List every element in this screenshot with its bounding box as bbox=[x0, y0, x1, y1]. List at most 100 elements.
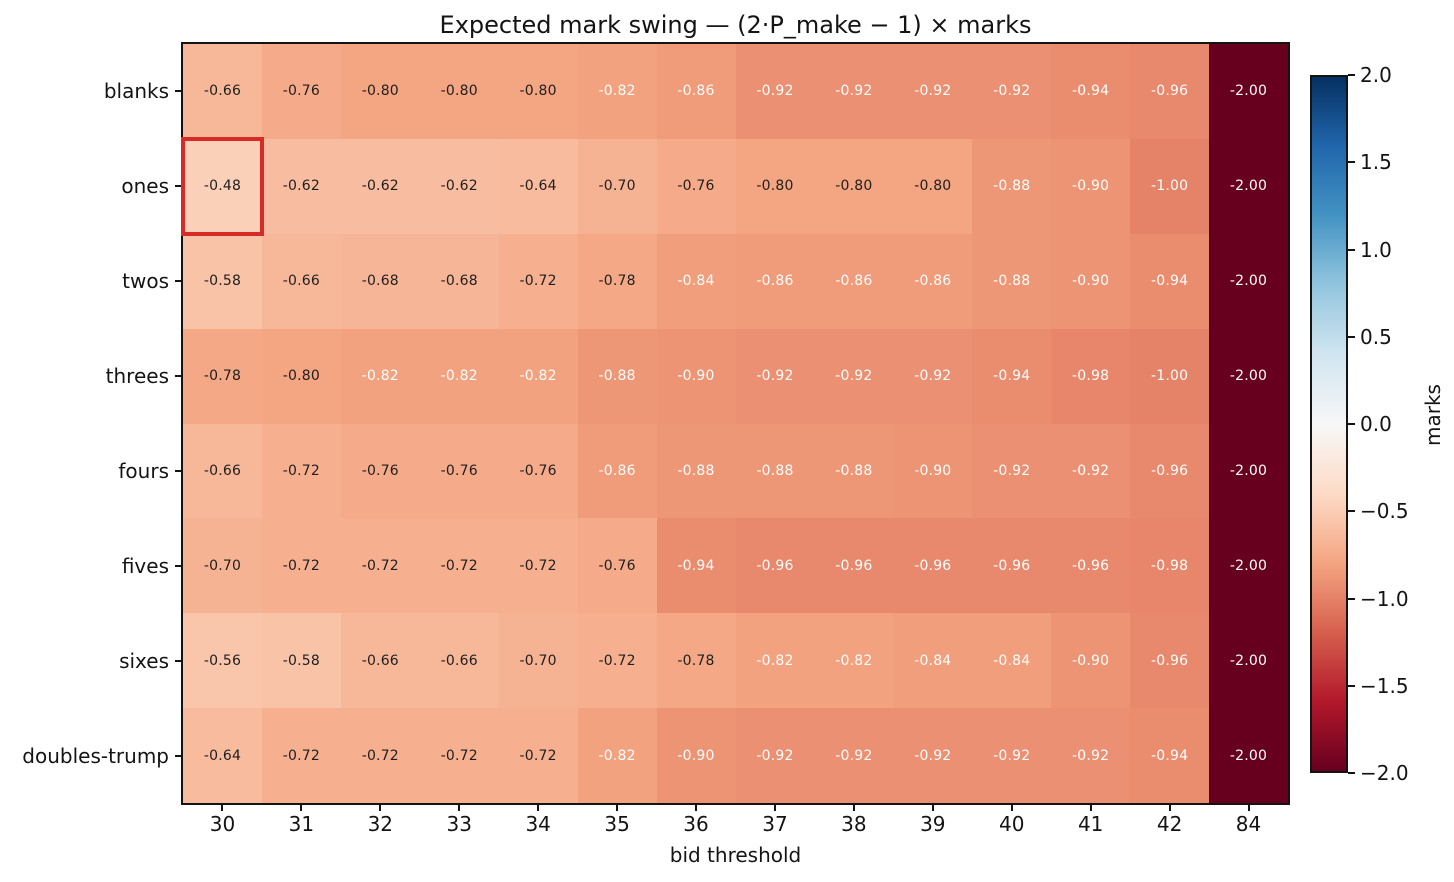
heatmap-cell: -0.76 bbox=[261, 44, 341, 139]
colorbar-label: marks bbox=[1421, 384, 1445, 446]
heatmap-cell: -0.80 bbox=[419, 44, 499, 139]
y-tick bbox=[175, 185, 182, 188]
y-tick bbox=[175, 469, 182, 472]
heatmap-cell: -0.94 bbox=[1130, 233, 1210, 329]
heatmap-cell: -0.68 bbox=[340, 233, 420, 329]
heatmap-cell: -0.58 bbox=[183, 233, 262, 329]
y-tick-label: fours bbox=[118, 458, 169, 483]
heatmap-cell: -0.92 bbox=[735, 44, 815, 139]
heatmap-cell: -2.00 bbox=[1209, 138, 1288, 234]
heatmap-cell: -0.84 bbox=[656, 233, 736, 329]
heatmap-cell: -0.72 bbox=[261, 518, 341, 614]
heatmap-cell: -0.76 bbox=[656, 138, 736, 234]
colorbar-tick bbox=[1348, 597, 1355, 600]
heatmap-cell: -0.88 bbox=[735, 423, 815, 519]
x-tick bbox=[379, 804, 382, 811]
colorbar-tick-label: 1.5 bbox=[1360, 150, 1392, 175]
colorbar-tick bbox=[1348, 423, 1355, 425]
colorbar-tick-label: 1.0 bbox=[1360, 237, 1392, 262]
heatmap-cell: -0.92 bbox=[735, 708, 815, 803]
heatmap-cell: -0.72 bbox=[577, 613, 657, 709]
heatmap-cell: -0.96 bbox=[1051, 518, 1131, 614]
heatmap-cell: -0.92 bbox=[893, 708, 973, 803]
heatmap-cell: -0.78 bbox=[183, 328, 262, 424]
x-tick bbox=[695, 804, 698, 811]
heatmap-cell: -0.80 bbox=[261, 328, 341, 424]
heatmap-cell: -0.80 bbox=[735, 138, 815, 234]
heatmap-cell: -0.70 bbox=[577, 138, 657, 234]
heatmap-cell: -0.70 bbox=[498, 613, 578, 709]
heatmap-cell: -0.82 bbox=[419, 328, 499, 424]
x-tick-label: 84 bbox=[1235, 812, 1262, 836]
heatmap-cell: -0.56 bbox=[183, 613, 262, 709]
x-tick-label: 40 bbox=[999, 812, 1025, 836]
heatmap-cell: -0.80 bbox=[814, 138, 894, 234]
x-tick-label: 39 bbox=[920, 812, 946, 836]
x-tick bbox=[931, 804, 934, 811]
heatmap-cell: -0.94 bbox=[1051, 44, 1131, 139]
heatmap-cell: -0.80 bbox=[893, 138, 973, 234]
heatmap-cell: -0.72 bbox=[261, 423, 341, 519]
heatmap-cell: -0.80 bbox=[498, 44, 578, 139]
heatmap-cell: -0.68 bbox=[419, 233, 499, 329]
heatmap-cell: -0.96 bbox=[1130, 423, 1210, 519]
y-tick-label: fives bbox=[121, 553, 169, 578]
heatmap-cell: -0.66 bbox=[419, 613, 499, 709]
chart-title: Expected mark swing — (2·P_make − 1) × m… bbox=[439, 11, 1032, 39]
x-tick bbox=[773, 804, 776, 811]
heatmap-cell: -0.92 bbox=[972, 44, 1052, 139]
heatmap-cell: -1.00 bbox=[1130, 138, 1210, 234]
x-tick-label: 38 bbox=[841, 812, 867, 836]
heatmap-cell: -0.76 bbox=[577, 518, 657, 614]
heatmap-cell: -1.00 bbox=[1130, 328, 1210, 424]
y-tick-label: sixes bbox=[119, 648, 169, 673]
y-tick bbox=[175, 280, 182, 283]
x-tick-label: 37 bbox=[762, 812, 788, 836]
heatmap-cell: -0.94 bbox=[656, 518, 736, 614]
heatmap-cell: -0.90 bbox=[893, 423, 973, 519]
heatmap-cell: -0.72 bbox=[419, 708, 499, 803]
heatmap-cell: -0.66 bbox=[183, 423, 262, 519]
y-tick bbox=[175, 564, 182, 567]
heatmap-cell: -0.96 bbox=[972, 518, 1052, 614]
x-tick bbox=[458, 804, 461, 811]
heatmap-cell: -0.92 bbox=[893, 44, 973, 139]
x-tick bbox=[616, 804, 619, 811]
heatmap-cell: -0.96 bbox=[1130, 44, 1210, 139]
y-tick bbox=[175, 754, 182, 757]
heatmap-cell: -0.72 bbox=[498, 233, 578, 329]
y-tick-label: ones bbox=[121, 174, 169, 199]
heatmap-cell: -2.00 bbox=[1209, 328, 1288, 424]
colorbar-tick bbox=[1348, 335, 1355, 338]
heatmap-cell: -0.98 bbox=[1130, 518, 1210, 614]
x-axis-label: bid threshold bbox=[669, 843, 802, 867]
colorbar-tick bbox=[1348, 772, 1355, 774]
heatmap-cell: -0.66 bbox=[183, 44, 262, 139]
heatmap-cell: -0.76 bbox=[340, 423, 420, 519]
y-tick bbox=[175, 659, 182, 662]
x-tick-label: 42 bbox=[1156, 812, 1183, 836]
colorbar-tick bbox=[1348, 161, 1355, 164]
heatmap-cell: -0.96 bbox=[735, 518, 815, 614]
x-tick bbox=[537, 804, 540, 811]
heatmap-cell: -0.84 bbox=[972, 613, 1052, 709]
colorbar-gradient bbox=[1310, 75, 1348, 773]
heatmap-cell: -0.62 bbox=[340, 138, 420, 234]
heatmap-cell: -2.00 bbox=[1209, 44, 1288, 139]
heatmap-cell: -0.92 bbox=[1051, 423, 1131, 519]
heatmap-cell: -0.70 bbox=[183, 518, 262, 614]
heatmap-cell: -0.78 bbox=[577, 233, 657, 329]
heatmap-cell: -0.92 bbox=[1051, 708, 1131, 803]
heatmap-cell: -0.82 bbox=[340, 328, 420, 424]
heatmap-cell: -0.82 bbox=[735, 613, 815, 709]
colorbar-tick-label: 0.5 bbox=[1360, 324, 1392, 349]
heatmap-cell: -0.86 bbox=[735, 233, 815, 329]
x-tick-label: 30 bbox=[209, 812, 236, 836]
y-tick bbox=[175, 375, 182, 378]
heatmap-cell: -0.82 bbox=[577, 44, 657, 139]
y-tick-label: twos bbox=[122, 269, 169, 294]
colorbar-tick bbox=[1348, 248, 1355, 251]
heatmap-grid: -0.66 -0.76 -0.80 -0.80 -0.80 -0.82 -0.86 -0.92… bbox=[183, 44, 1288, 803]
x-tick-label: 35 bbox=[604, 812, 630, 836]
heatmap-cell: -0.90 bbox=[1051, 138, 1131, 234]
